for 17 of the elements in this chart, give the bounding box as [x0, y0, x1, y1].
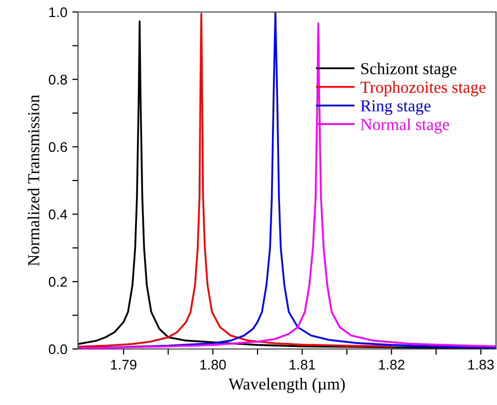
- y-tick-label: 1.0: [49, 7, 68, 18]
- y-tick-label: 0.0: [48, 344, 68, 354]
- y-tick-label: 0.8: [48, 74, 67, 85]
- x-tick-label: 1.81: [290, 360, 316, 370]
- x-axis-title: Wavelength (µm): [228, 378, 345, 394]
- legend-label: Normal stage: [360, 118, 449, 134]
- legend-label: Trophozoites stage: [360, 81, 486, 96]
- x-tick-label: 1.83: [468, 360, 494, 370]
- y-tick-label: 0.2: [48, 276, 67, 287]
- y-tick-label: 0.6: [48, 142, 67, 152]
- legend-label: Ring stage: [360, 100, 430, 115]
- x-tick-label: 1.79: [111, 360, 136, 370]
- x-tick-label: 1.80: [200, 360, 226, 370]
- y-tick-label: 0.4: [48, 210, 68, 220]
- x-tick-label: 1.82: [379, 360, 404, 370]
- legend-label: Schizont stage: [361, 62, 456, 78]
- y-axis-title: Normalized Transmission: [28, 94, 40, 266]
